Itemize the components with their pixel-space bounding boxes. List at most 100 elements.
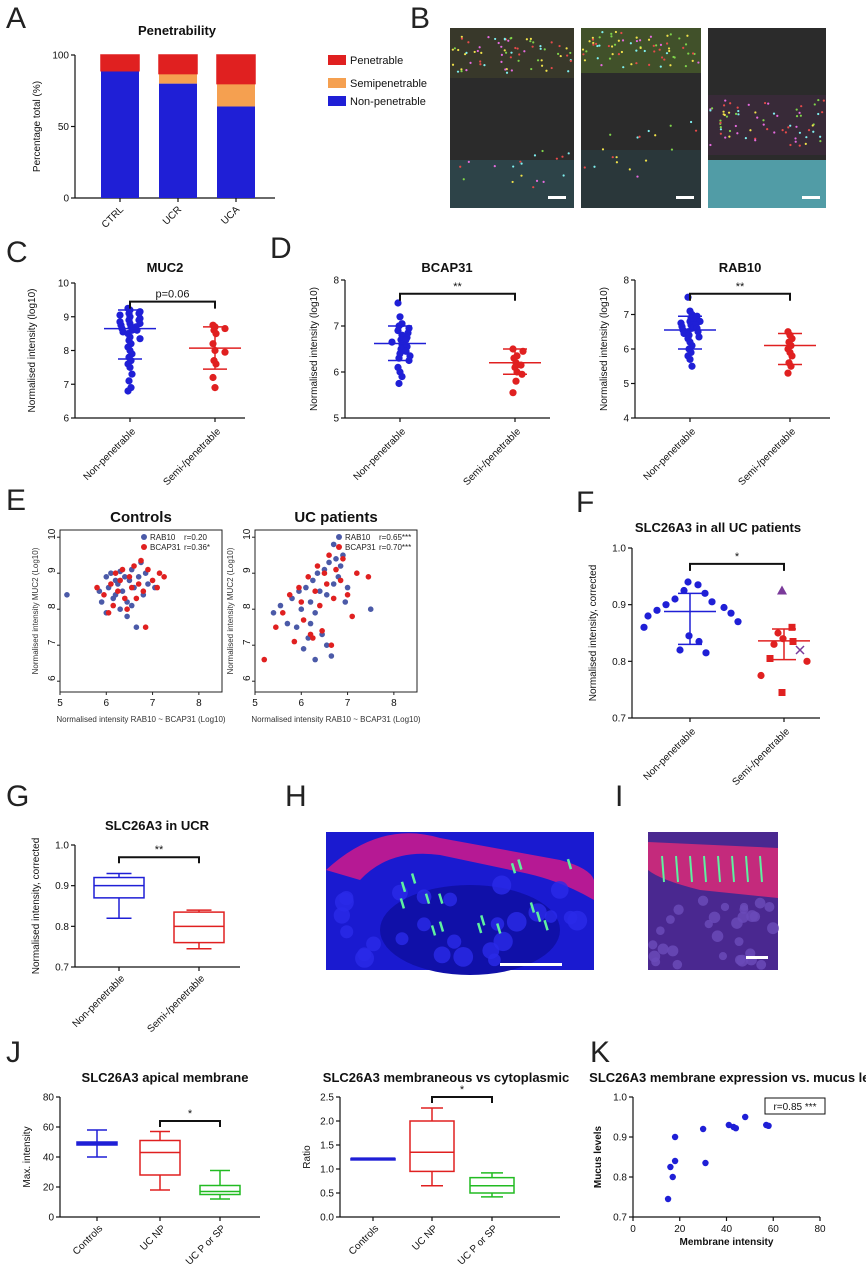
bacteria-dot <box>479 60 482 63</box>
bacteria-dot <box>744 137 747 140</box>
bacteria-dot <box>655 44 658 47</box>
chart-e-controls: Controls 6 7 8 9 10 5 6 7 8 Normalised intensity R… <box>31 509 226 724</box>
slc26a3-signal <box>496 923 502 934</box>
data-point <box>695 637 703 646</box>
data-point-bcap31 <box>298 599 305 605</box>
bacteria-dot <box>719 119 722 122</box>
correlation-box <box>764 1097 826 1115</box>
bacteria-dot <box>469 61 472 64</box>
bacteria-dot <box>636 175 639 178</box>
data-point-bcap31 <box>133 595 140 602</box>
nucleus <box>648 950 661 963</box>
bacteria-dot <box>678 37 681 40</box>
data-point-bcap31 <box>273 624 279 630</box>
data-point <box>701 589 709 597</box>
nucleus <box>665 915 675 924</box>
data-point <box>774 629 782 637</box>
bacteria-dot <box>822 99 825 102</box>
data-point-bcap31 <box>131 563 137 569</box>
slc26a3-signal <box>703 855 707 883</box>
bacteria-dot <box>811 124 814 127</box>
bacteria-dot <box>512 165 515 168</box>
y-tick-label: 0.8 <box>55 922 69 933</box>
nucleus <box>673 904 684 915</box>
significance-bracket <box>129 300 216 309</box>
data-point <box>653 606 661 614</box>
bacteria-dot <box>647 38 651 41</box>
bacteria-dot <box>639 46 642 50</box>
scale-bar-b1 <box>548 196 566 199</box>
slc26a3-signal <box>438 893 444 905</box>
data-point-rab10 <box>103 574 110 580</box>
bar-segment-non-penetrable <box>217 106 255 198</box>
slc26a3-signal <box>430 925 437 936</box>
data-point-bcap31 <box>312 588 318 594</box>
correlation-label: r=0.85 *** <box>773 1102 816 1113</box>
bacteria-dot <box>473 50 476 54</box>
slc26a3-signal <box>400 881 407 893</box>
bacteria-dot <box>647 129 650 133</box>
bacteria-dot <box>533 154 537 157</box>
bacteria-dot <box>569 51 572 55</box>
legend-label: Non-penetrable <box>350 96 426 108</box>
bacteria-dot <box>767 102 770 105</box>
bacteria-dot <box>610 32 613 35</box>
significance-bracket <box>159 1120 221 1127</box>
bacteria-dot <box>684 43 688 46</box>
bacteria-dot <box>585 50 588 53</box>
bacteria-dot <box>781 129 784 132</box>
bacteria-dot <box>762 119 765 122</box>
bacteria-dot <box>453 47 456 50</box>
panel-label-g: G <box>6 780 29 813</box>
x-tick-label: 60 <box>768 1224 780 1235</box>
nucleus <box>392 884 408 901</box>
bar-segment-semipenetrable <box>159 73 197 84</box>
data-point <box>795 645 805 655</box>
bacteria-dot <box>558 44 561 48</box>
data-point-rab10 <box>312 610 318 616</box>
data-point <box>778 689 786 696</box>
bacteria-dot <box>460 70 463 73</box>
x-tick-label: 80 <box>814 1224 826 1235</box>
x-axis-label: Normalised intensity RAB10 ~ BCAP31 (Log… <box>56 715 226 724</box>
significance-label: * <box>735 551 740 563</box>
bacteria-dot <box>682 46 685 49</box>
bacteria-dot <box>813 103 816 106</box>
bacteria-dot <box>691 59 694 62</box>
slc26a3-signal <box>717 855 721 883</box>
y-tick-label: 1.0 <box>320 1165 334 1176</box>
data-point-bcap31 <box>138 557 144 564</box>
y-tick-label: 7 <box>63 380 69 391</box>
nucleus <box>550 881 569 899</box>
bar-segment-penetrable <box>216 54 256 85</box>
data-point <box>727 609 735 617</box>
bacteria-dot <box>545 69 548 72</box>
plot-frame <box>254 529 418 693</box>
chart-j-apical-membrane: SLC26A3 apical membrane 0 20 40 60 80 Max. int… <box>22 1070 260 1268</box>
chart-d-bcap31: BCAP31 5 6 7 8 Normalised intensity (log10) No… <box>309 260 550 488</box>
y-tick-label: 5 <box>623 379 629 390</box>
legend-label: BCAP31 <box>150 543 181 552</box>
data-point-bcap31 <box>119 566 126 573</box>
y-tick-label: 80 <box>43 1093 55 1104</box>
box-iqr <box>199 1184 241 1196</box>
legend-label: Penetrable <box>350 55 403 67</box>
bacteria-dot <box>460 37 464 40</box>
data-point <box>686 355 694 363</box>
bacteria-dot <box>635 36 638 39</box>
data-point-bcap31 <box>300 617 307 623</box>
data-point-bcap31 <box>296 584 302 591</box>
data-point <box>734 618 742 626</box>
y-tick-label: 60 <box>43 1123 55 1134</box>
x-category-label: Semi-/penetrable <box>730 726 792 788</box>
bacteria-dot <box>795 125 798 128</box>
panel-label-i: I <box>615 780 623 813</box>
y-tick-label: 6 <box>47 675 58 681</box>
bacteria-dot <box>819 135 822 138</box>
y-tick-label: 1.0 <box>612 544 626 555</box>
x-tick-label: 5 <box>57 698 63 709</box>
bacteria-dot <box>465 51 468 54</box>
bacteria-dot <box>687 52 690 55</box>
data-point-rab10 <box>307 599 314 605</box>
bacteria-dot <box>465 69 468 72</box>
